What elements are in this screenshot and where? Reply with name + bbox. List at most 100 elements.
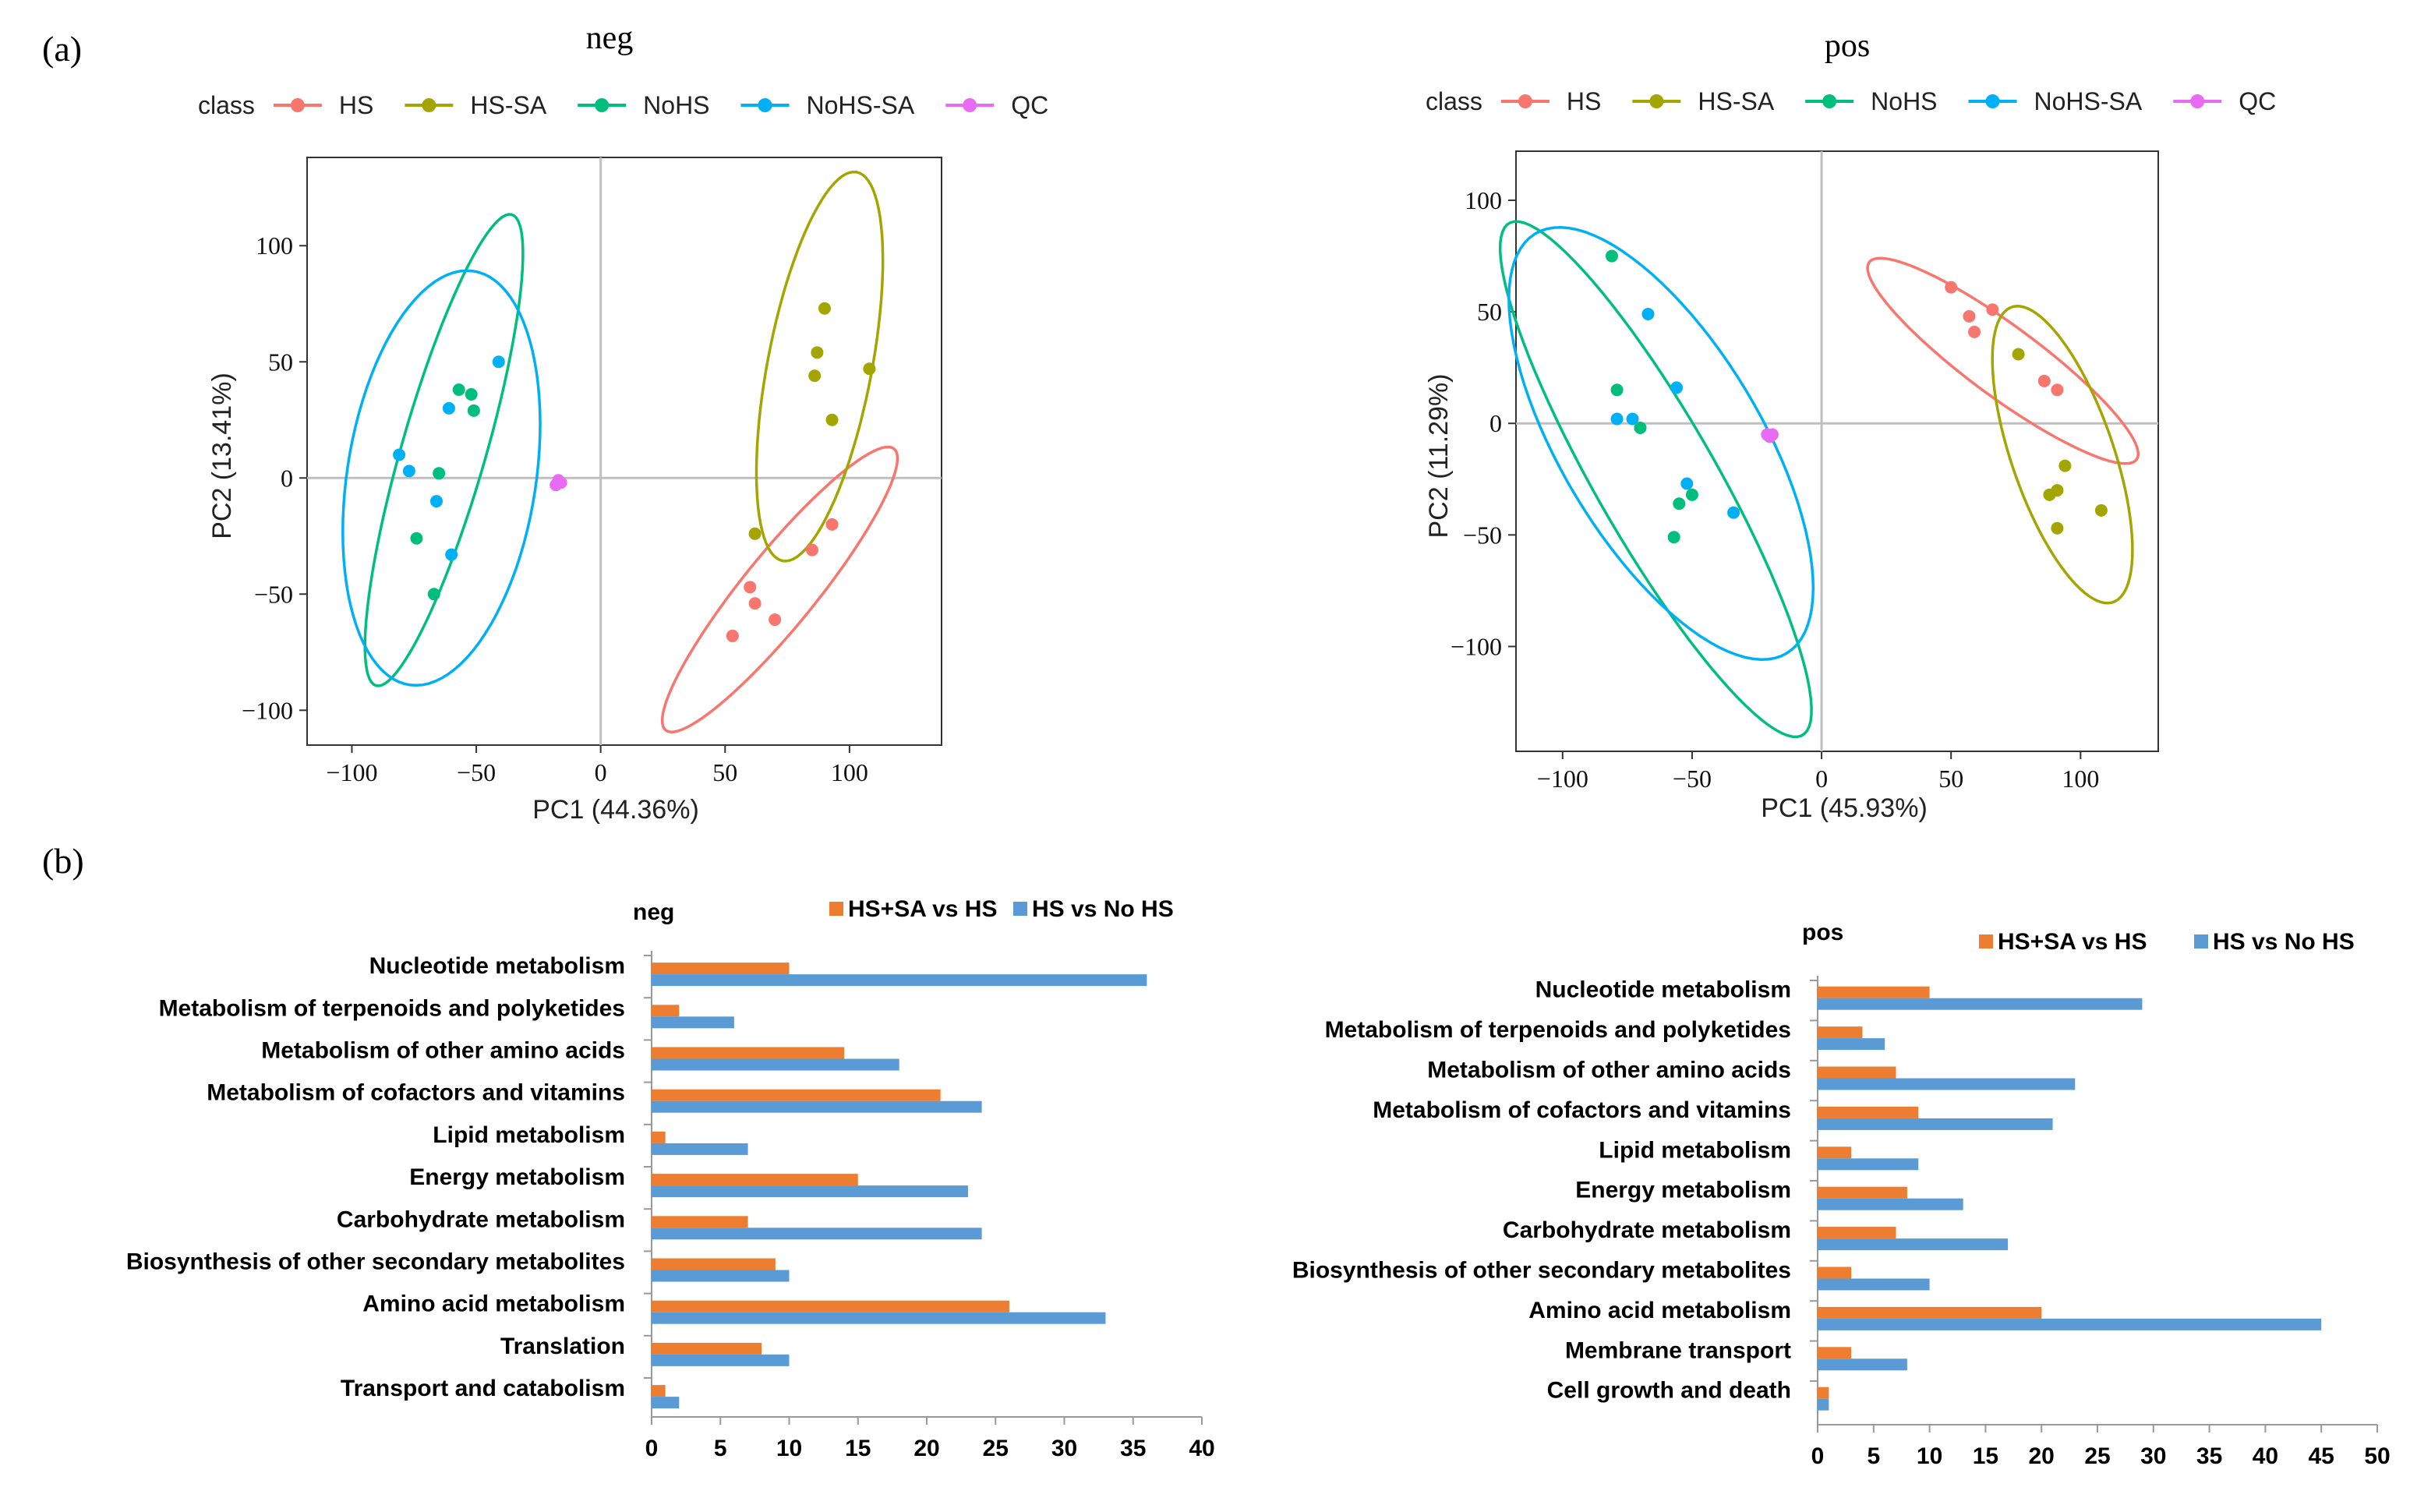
legend-label-hs-sa: HS-SA xyxy=(1698,87,1774,115)
bar-hs-vs-no-hs xyxy=(1818,1198,1963,1210)
legend-key-dot-hs-sa xyxy=(1649,94,1664,108)
category-label: Energy metabolism xyxy=(1575,1178,1791,1203)
point-hs-sa xyxy=(2051,521,2064,535)
point-nohs xyxy=(427,588,440,601)
ellipse-hs xyxy=(660,445,899,733)
point-nohs xyxy=(1685,488,1698,501)
category-label: Energy metabolism xyxy=(409,1164,625,1190)
panel-label-a: (a) xyxy=(42,29,82,69)
point-nohs xyxy=(452,383,465,397)
point-hs xyxy=(726,629,739,642)
bar-hs-sa-vs-hs xyxy=(652,1342,762,1355)
category-label: Amino acid metabolism xyxy=(1528,1298,1791,1323)
x-tick-label: 100 xyxy=(831,758,868,786)
value-tick-label: 5 xyxy=(714,1436,727,1461)
bar-hs-vs-no-hs xyxy=(652,1185,968,1198)
bar-hs-vs-no-hs xyxy=(1818,1318,2322,1330)
y-axis-label: PC2 (11.29%) xyxy=(1424,373,1454,538)
chart-title: pos xyxy=(1802,920,1843,945)
value-tick-label: 40 xyxy=(2253,1443,2278,1469)
y-tick-label: 0 xyxy=(1489,409,1502,437)
point-hs xyxy=(806,543,819,556)
value-tick-label: 25 xyxy=(2084,1443,2110,1469)
point-hs-sa xyxy=(863,362,876,376)
legend-swatch-hs-vs-no-hs xyxy=(2194,934,2208,949)
y-tick-label: 0 xyxy=(281,464,293,492)
bar-hs-vs-no-hs xyxy=(1818,1398,1829,1411)
legend-key-dot-hs xyxy=(1518,94,1532,108)
point-hs xyxy=(744,581,757,594)
bar-hs-sa-vs-hs xyxy=(1818,1066,1896,1079)
point-nohs xyxy=(465,387,478,401)
bar-hs-sa-vs-hs xyxy=(1818,1387,1829,1399)
bar-hs-vs-no-hs xyxy=(652,1397,680,1409)
point-hs-sa xyxy=(825,413,839,426)
point-hs xyxy=(1968,325,1981,338)
point-nohs xyxy=(1667,531,1680,544)
category-label: Metabolism of cofactors and vitamins xyxy=(1373,1097,1791,1123)
category-label: Transport and catabolism xyxy=(341,1376,625,1401)
point-nohs-sa xyxy=(1641,307,1655,320)
point-qc xyxy=(554,476,567,489)
bar-hs-sa-vs-hs xyxy=(652,1174,858,1186)
ellipse-nohs-sa xyxy=(1507,225,1815,661)
ellipse-nohs-sa xyxy=(341,269,542,687)
y-tick-label: −100 xyxy=(1451,632,1502,660)
bar-hs-vs-no-hs xyxy=(652,1100,982,1113)
ellipse-nohs xyxy=(1498,220,1813,739)
value-tick-label: 0 xyxy=(1811,1443,1825,1469)
point-nohs xyxy=(1634,421,1647,434)
point-hs xyxy=(2051,383,2064,397)
bar-hs-sa-vs-hs xyxy=(652,1300,1009,1312)
x-tick-label: 0 xyxy=(1815,765,1828,793)
value-tick-label: 30 xyxy=(2140,1443,2166,1469)
category-label: Biosynthesis of other secondary metaboli… xyxy=(126,1249,625,1275)
legend-title: class xyxy=(1426,87,1482,115)
legend-label-qc: QC xyxy=(2239,87,2276,115)
bar-hs-vs-no-hs xyxy=(652,1143,748,1155)
bar-hs-sa-vs-hs xyxy=(1818,1306,2042,1319)
bar-hs-sa-vs-hs xyxy=(1818,1186,1907,1199)
x-tick-label: −100 xyxy=(326,758,377,786)
bar-hs-sa-vs-hs xyxy=(652,1385,666,1397)
bar-hs-vs-no-hs xyxy=(1818,998,2143,1010)
chart-title: pos xyxy=(1825,28,1870,64)
legend-label-hs: HS xyxy=(1567,87,1601,115)
bar-hs-sa-vs-hs xyxy=(1818,1227,1896,1239)
bar-hs-vs-no-hs xyxy=(652,1270,790,1282)
legend-label-nohs-sa: NoHS-SA xyxy=(807,91,915,119)
legend-label-hs-vs-no-hs: HS vs No HS xyxy=(2213,929,2355,955)
chart-title: neg xyxy=(633,899,674,925)
panel-label-b: (b) xyxy=(42,841,84,881)
pca-neg-chart: neg class HS HS-SA NoHS NoHS-SA QC −100 −50 0 50 10… xyxy=(198,20,1048,825)
y-tick-label: −100 xyxy=(242,696,293,724)
value-tick-label: 20 xyxy=(913,1436,939,1461)
point-hs xyxy=(748,597,762,610)
y-tick-label: −50 xyxy=(1463,521,1502,549)
ellipse-hs-sa xyxy=(754,170,885,563)
bar-hs-sa-vs-hs xyxy=(1818,1266,1852,1279)
point-nohs xyxy=(467,404,480,417)
x-axis-label: PC1 (44.36%) xyxy=(532,795,699,825)
category-label: Metabolism of other amino acids xyxy=(261,1038,625,1064)
value-tick-label: 35 xyxy=(2196,1443,2222,1469)
legend-label-nohs-sa: NoHS-SA xyxy=(2034,87,2143,115)
ellipse-nohs xyxy=(363,213,525,687)
bar-neg-chart: neg HS+SA vs HS HS vs No HS Nucleotide meta… xyxy=(126,896,1215,1461)
point-hs-sa xyxy=(2012,348,2025,361)
category-label: Metabolism of other amino acids xyxy=(1427,1058,1791,1083)
legend-swatch-hs-sa-vs-hs xyxy=(1979,934,1993,949)
legend-label-hs-sa: HS-SA xyxy=(470,91,546,119)
value-tick-label: 10 xyxy=(776,1436,802,1461)
bar-hs-vs-no-hs xyxy=(1818,1158,1919,1171)
point-qc xyxy=(1765,428,1779,441)
bar-hs-sa-vs-hs xyxy=(652,1089,941,1101)
legend-key-dot-qc xyxy=(963,98,977,112)
bar-hs-sa-vs-hs xyxy=(652,1047,845,1059)
bar-hs-vs-no-hs xyxy=(1818,1118,2053,1130)
bar-hs-vs-no-hs xyxy=(1818,1358,1907,1371)
legend-swatch-hs-vs-no-hs xyxy=(1013,902,1027,916)
legend-swatch-hs-sa-vs-hs xyxy=(829,902,843,916)
value-tick-label: 40 xyxy=(1189,1436,1214,1461)
